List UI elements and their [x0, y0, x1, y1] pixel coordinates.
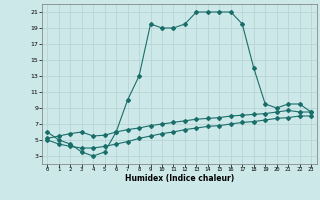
- X-axis label: Humidex (Indice chaleur): Humidex (Indice chaleur): [124, 174, 234, 183]
